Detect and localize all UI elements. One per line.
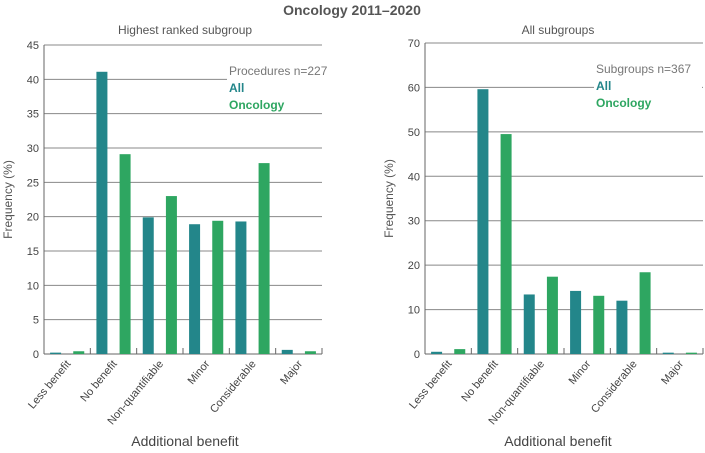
y-tick-label: 30	[27, 143, 39, 155]
legend-background	[594, 55, 702, 105]
y-tick-label: 25	[27, 177, 39, 189]
x-axis-label: Additional benefit	[131, 433, 239, 449]
bar-all	[523, 294, 535, 354]
x-tick-label: Less benefit	[407, 358, 454, 411]
subplot-title: Highest ranked subgroup	[118, 23, 252, 37]
bar-all	[281, 349, 293, 354]
legend-entry-all: All	[596, 79, 611, 93]
bar-oncology	[593, 295, 605, 354]
bar-oncology	[639, 272, 651, 354]
y-tick-label: 30	[408, 216, 420, 228]
bar-all	[96, 71, 108, 354]
x-tick-label: No benefit	[78, 358, 119, 404]
bar-oncology	[304, 351, 316, 354]
bar-all	[50, 352, 62, 354]
y-tick-label: 5	[33, 315, 39, 327]
y-tick-label: 0	[414, 349, 420, 361]
legend-title: Procedures n=227	[229, 64, 328, 78]
subplot-title: All subgroups	[522, 23, 595, 37]
legend-entry-oncology: Oncology	[229, 98, 285, 112]
y-tick-label: 35	[27, 109, 39, 121]
bar-all	[570, 290, 582, 354]
y-tick-label: 45	[27, 40, 39, 52]
bar-all	[616, 300, 628, 354]
x-tick-label: Considerable	[589, 358, 640, 415]
y-tick-label: 20	[408, 260, 420, 272]
x-axis-label: Additional benefit	[504, 433, 612, 449]
y-tick-label: 20	[27, 212, 39, 224]
bar-all	[662, 352, 674, 354]
y-tick-label: 40	[408, 171, 420, 183]
legend-background	[227, 57, 335, 107]
x-tick-label: Minor	[567, 358, 594, 387]
bar-all	[142, 217, 154, 354]
y-axis-label: Frequency (%)	[382, 159, 396, 238]
bar-oncology	[454, 349, 466, 354]
y-tick-label: 10	[27, 280, 39, 292]
bar-oncology	[119, 154, 131, 354]
x-tick-label: Less benefit	[26, 358, 73, 411]
bar-all	[235, 221, 247, 354]
x-tick-label: No benefit	[459, 358, 500, 404]
bar-oncology	[685, 352, 697, 354]
bar-oncology	[165, 196, 177, 354]
y-tick-label: 50	[408, 127, 420, 139]
x-tick-label: Major	[278, 358, 305, 387]
x-tick-label: Major	[659, 358, 686, 387]
y-tick-label: 0	[33, 349, 39, 361]
legend-entry-oncology: Oncology	[596, 96, 652, 110]
bar-oncology	[258, 163, 270, 354]
figure-title: Oncology 2011–2020	[283, 2, 421, 18]
y-tick-label: 60	[408, 82, 420, 94]
y-axis-label: Frequency (%)	[1, 160, 15, 239]
y-tick-label: 10	[408, 305, 420, 317]
y-tick-label: 15	[27, 246, 39, 258]
bar-oncology	[500, 134, 512, 354]
bar-oncology	[212, 220, 224, 354]
legend-title: Subgroups n=367	[596, 62, 691, 76]
bar-all	[189, 224, 201, 354]
bar-all	[431, 351, 443, 354]
y-tick-label: 40	[27, 74, 39, 86]
legend-entry-all: All	[229, 81, 244, 95]
x-tick-label: Minor	[186, 358, 213, 387]
bar-oncology	[73, 351, 85, 354]
bar-all	[477, 89, 489, 354]
y-tick-label: 70	[408, 38, 420, 50]
x-tick-label: Considerable	[208, 358, 259, 415]
bar-oncology	[546, 276, 558, 354]
